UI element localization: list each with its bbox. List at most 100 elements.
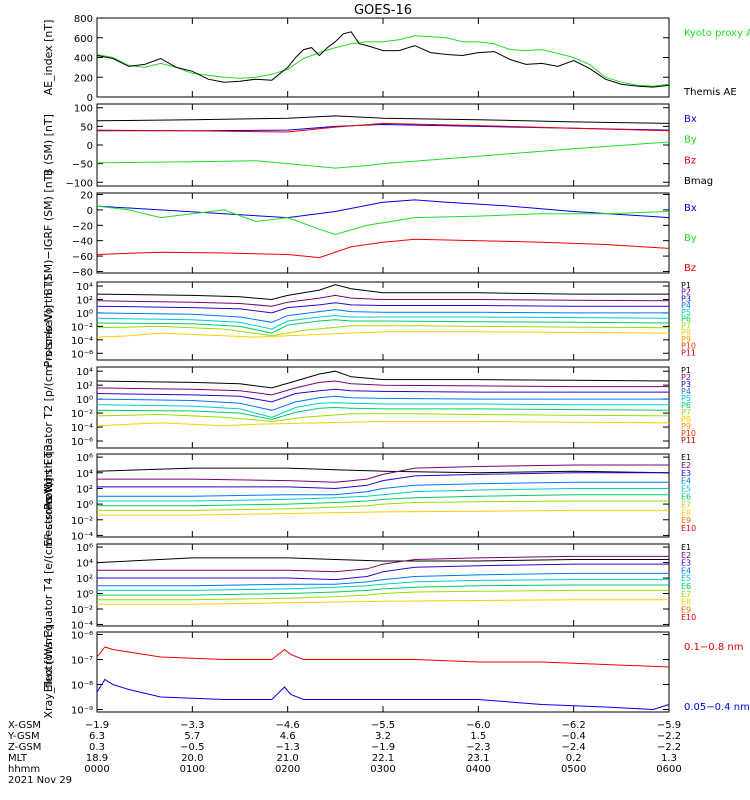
x-row-value: 0300: [370, 764, 395, 775]
panel-bsm: 100 50 0 −50 −100 B (SM) [nT] Bx By Bz Bmag: [42, 103, 713, 189]
x-row-value: 0.3: [89, 742, 105, 753]
legend-label: 0.1−0.8 nm: [684, 642, 743, 653]
panel-e_equator: 10⁶ 10⁴ 10² 10⁰ 10⁻² 10⁻⁴ Electrons Equator T4…: [42, 478, 696, 693]
channel-label: E3: [681, 559, 691, 568]
channel-label: P6: [681, 315, 691, 324]
x-row-label: X-GSM: [8, 720, 41, 731]
channel-label: E2: [681, 461, 691, 470]
y-tick-label: −50: [72, 160, 93, 171]
series-line: [96, 238, 670, 259]
y-axis-label: Xray_flux [W/m²]: [42, 625, 55, 718]
x-row-value: 0200: [275, 764, 300, 775]
series-line: [97, 488, 669, 502]
channel-label: E5: [681, 485, 691, 494]
x-row-value: 6.3: [89, 731, 105, 742]
x-row-label: MLT: [8, 753, 28, 764]
y-tick-label: 10⁻⁶: [71, 631, 93, 642]
channel-label: P1: [681, 281, 691, 290]
x-row-value: −6.0: [466, 720, 490, 731]
channel-label: P2: [681, 288, 691, 297]
y-tick-label: 10²: [76, 381, 93, 392]
x-row-value: −2.4: [562, 742, 586, 753]
y-tick-label: 0: [87, 141, 93, 152]
y-tick-label: −100: [66, 178, 93, 189]
channel-label: E7: [681, 500, 691, 509]
channel-label: P7: [681, 321, 691, 330]
y-axis-label: Electrons Equator T4 [e/(cm²-s-sr-keV)]: [42, 478, 55, 693]
channel-label: E10: [681, 524, 696, 533]
channel-label: E6: [681, 493, 691, 502]
channel-label: P8: [681, 328, 691, 337]
series-line: [96, 467, 670, 474]
series-line: [96, 309, 669, 323]
channel-label: E3: [681, 469, 691, 478]
series-line: [96, 380, 669, 396]
x-row-value: 3.2: [375, 731, 391, 742]
x-row-value: −4.6: [276, 720, 300, 731]
x-row-value: 23.1: [467, 753, 489, 764]
x-row-value: 21.0: [277, 753, 299, 764]
x-row-value: 0000: [84, 764, 109, 775]
series-line: [96, 294, 670, 307]
y-tick-label: 10⁴: [76, 559, 93, 570]
channel-label: P4: [681, 387, 691, 396]
x-row-value: −2.2: [657, 731, 681, 742]
channel-label: P11: [681, 436, 696, 445]
x-row-value: 4.6: [280, 731, 296, 742]
x-row-label: Z-GSM: [8, 742, 41, 753]
channel-label: P7: [681, 408, 691, 417]
series-line: [96, 406, 670, 420]
channel-label: E9: [681, 605, 691, 614]
legend-label: Bz: [684, 263, 696, 274]
x-row-value: 0600: [656, 764, 681, 775]
channel-label: P5: [681, 394, 691, 403]
channel-label: E2: [681, 551, 691, 560]
series-line: [97, 589, 669, 601]
series-line: [96, 315, 670, 330]
series-line: [97, 481, 669, 497]
legend-label: By: [684, 233, 697, 244]
channel-label: P6: [681, 401, 691, 410]
series-line: [96, 678, 670, 711]
x-axis-table: X-GSMY-GSMZ-GSMMLThhmm−1.96.30.318.90000…: [7, 720, 682, 786]
y-tick-label: 10⁶: [76, 543, 93, 554]
y-tick-label: 10⁴: [76, 282, 93, 293]
x-row-value: 22.1: [372, 753, 394, 764]
series-line: [96, 35, 670, 87]
y-tick-label: 100: [74, 104, 93, 115]
panel-ae: 800 600 400 200 0 AE_index [nT] Kyoto proxy AE…: [42, 14, 750, 104]
channel-label: E1: [681, 453, 691, 462]
y-tick-label: 10⁻⁴: [71, 620, 93, 631]
series-line: [96, 31, 670, 88]
channel-label: E6: [681, 582, 691, 591]
x-row-value: −1.9: [85, 720, 109, 731]
x-row-label: Y-GSM: [7, 731, 40, 742]
y-tick-label: 600: [74, 34, 93, 45]
y-tick-label: 10⁰: [76, 395, 93, 406]
series-line: [96, 115, 670, 124]
channel-label: E4: [681, 477, 691, 486]
panel-frame: [96, 103, 670, 187]
y-tick-label: 800: [74, 14, 93, 25]
x-row-value: −2.2: [657, 742, 681, 753]
legend-label: By: [684, 135, 697, 146]
panel-frame: [96, 17, 670, 98]
legend-label: Kyoto proxy AE: [684, 28, 750, 39]
y-tick-label: 10⁻⁹: [71, 706, 93, 717]
x-row-value: 1.3: [661, 753, 677, 764]
y-tick-label: 10⁻⁶: [71, 349, 93, 360]
channel-label: E4: [681, 566, 691, 575]
x-row-value: −2.3: [466, 742, 490, 753]
channel-label: P5: [681, 308, 691, 317]
series-line: [96, 319, 670, 334]
y-tick-label: −40: [72, 237, 93, 248]
channel-label: E10: [681, 613, 696, 622]
channel-label: E8: [681, 598, 691, 607]
y-tick-label: 10⁰: [76, 590, 93, 601]
channel-label: P10: [681, 342, 696, 351]
channel-label: P4: [681, 301, 691, 310]
x-row-value: −6.2: [562, 720, 586, 731]
panel-frame: [96, 453, 670, 538]
y-axis-label: Protons Equator T2 [p/(cm²-s-sr-keV)]: [42, 305, 55, 510]
